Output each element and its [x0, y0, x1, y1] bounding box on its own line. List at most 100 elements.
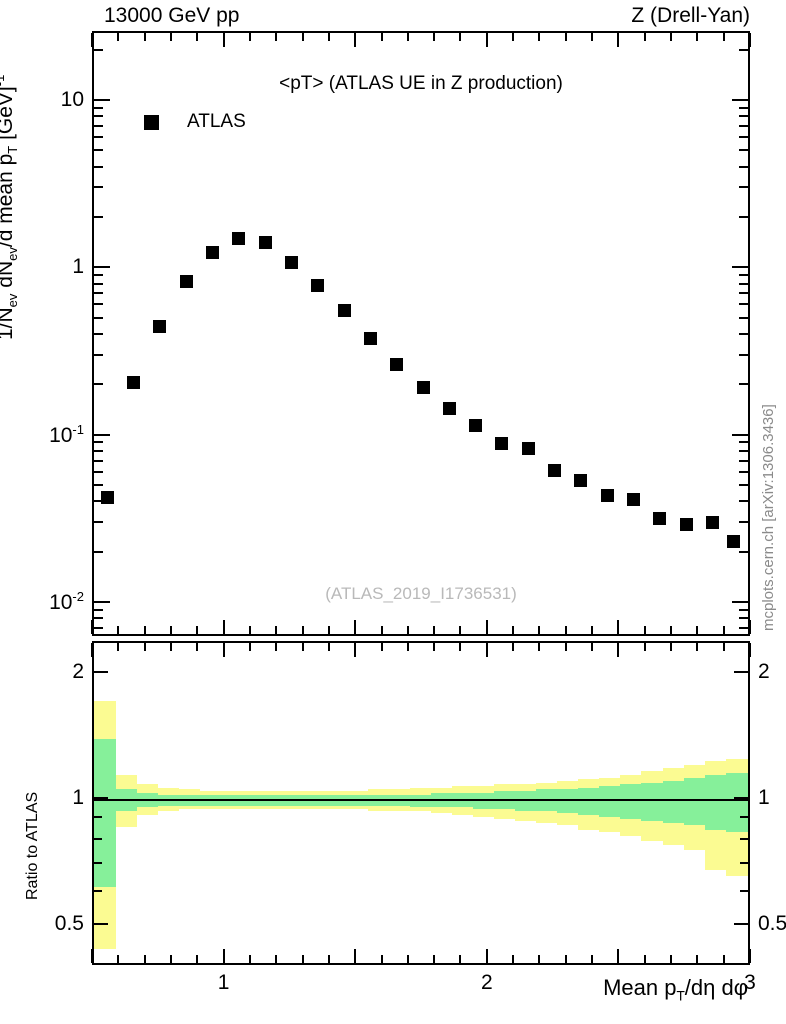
- main-ytick: [739, 332, 748, 335]
- ratio-inner-band-segment: [599, 785, 621, 818]
- ratio-ytick: [734, 797, 748, 799]
- main-ytick: [739, 292, 748, 295]
- ratio-xtick: [670, 643, 673, 651]
- main-ytick: [94, 48, 103, 51]
- y-title-sub2: ev: [5, 247, 21, 261]
- main-xtick: [406, 626, 409, 634]
- main-ytick: [94, 273, 103, 276]
- main-ytick: [739, 470, 748, 473]
- main-xtick: [196, 626, 199, 634]
- legend-label-atlas: ATLAS: [187, 111, 246, 132]
- ratio-plot-frame: [92, 641, 750, 965]
- main-ytick: [739, 106, 748, 109]
- main-xtick: [169, 33, 172, 41]
- x-tick-label: 1: [217, 971, 230, 994]
- ratio-xtick: [143, 643, 146, 651]
- main-xtick: [301, 33, 304, 41]
- main-ytick: [739, 165, 748, 168]
- data-point-marker: [390, 358, 404, 372]
- main-plot-frame: <pT> (ATLAS UE in Z production) (ATLAS_2…: [92, 31, 750, 636]
- data-point-marker: [153, 320, 167, 333]
- ratio-xtick: [512, 955, 515, 963]
- main-ytick: [94, 459, 103, 462]
- ratio-ytick: [740, 889, 748, 892]
- ratio-xtick: [643, 643, 646, 651]
- data-point-marker: [706, 516, 720, 530]
- main-xtick: [722, 626, 725, 634]
- ratio-inner-band-segment: [578, 787, 600, 816]
- legend-marker-square-icon: [144, 114, 159, 130]
- ratio-xtick: [169, 955, 172, 963]
- main-ytick: [94, 186, 103, 189]
- main-ytick: [94, 433, 110, 436]
- main-xtick: [433, 626, 436, 634]
- main-ytick: [94, 600, 110, 603]
- main-xtick: [670, 33, 673, 41]
- ratio-inner-band-segment: [641, 782, 664, 822]
- y-title-prefix: 1/N: [0, 307, 17, 340]
- ratio-xtick: [275, 955, 278, 963]
- main-ytick: [94, 617, 103, 620]
- data-point-marker: [600, 488, 614, 502]
- ratio-xtick: [222, 643, 225, 657]
- main-ytick: [739, 449, 748, 452]
- main-ytick: [94, 165, 103, 168]
- data-point-marker: [205, 246, 219, 259]
- ratio-xtick: [275, 643, 278, 651]
- ratio-xtick: [406, 643, 409, 651]
- data-point-marker: [179, 275, 193, 289]
- main-xtick: [143, 33, 146, 41]
- main-xtick: [354, 620, 357, 634]
- ratio-ytick: [94, 670, 108, 673]
- main-ytick: [94, 626, 103, 629]
- ratio-y-tick-label-left: 1: [72, 786, 84, 809]
- data-point-marker: [548, 464, 562, 478]
- ratio-xtick: [380, 955, 383, 963]
- ratio-y-tick-label-right: 2: [758, 659, 770, 683]
- main-ytick: [94, 124, 103, 127]
- data-point-marker: [232, 231, 246, 245]
- ratio-inner-band-segment: [662, 781, 685, 824]
- main-ytick: [94, 441, 103, 444]
- ratio-xtick: [617, 643, 620, 657]
- main-ytick: [94, 500, 103, 503]
- data-point-marker: [311, 279, 325, 292]
- main-ytick: [732, 266, 748, 269]
- ratio-reference-line: [94, 799, 748, 801]
- ratio-inner-band-segment: [557, 789, 579, 814]
- ratio-xtick: [117, 643, 120, 651]
- main-ytick: [739, 186, 748, 189]
- ratio-ytick: [94, 837, 102, 840]
- ratio-ytick: [740, 837, 748, 840]
- ratio-xtick: [433, 643, 436, 651]
- main-xtick: [512, 33, 515, 41]
- ratio-xtick: [749, 643, 751, 657]
- main-xtick: [275, 33, 278, 41]
- main-plot-area: [94, 33, 748, 634]
- ratio-xtick: [617, 949, 620, 963]
- main-xtick: [433, 33, 436, 41]
- ratio-y-tick-label-right: 1: [758, 786, 770, 809]
- main-xtick: [406, 33, 409, 41]
- ratio-inner-band-segment: [515, 791, 537, 812]
- data-point-marker: [284, 255, 298, 269]
- ratio-y-axis-title: Ratio to ATLAS: [24, 791, 41, 900]
- ratio-xtick: [749, 949, 751, 963]
- main-xtick: [643, 33, 646, 41]
- ratio-ytick: [740, 816, 748, 819]
- main-ytick: [739, 273, 748, 276]
- y-title-mid2: /d mean p: [0, 154, 17, 248]
- main-ytick: [94, 292, 103, 295]
- ratio-xtick: [591, 643, 594, 651]
- main-ytick: [94, 483, 103, 486]
- main-y-tick-label: 10: [60, 88, 84, 111]
- main-xtick: [591, 33, 594, 41]
- ratio-ytick: [734, 923, 748, 926]
- main-xtick: [617, 620, 620, 634]
- ratio-xtick: [538, 955, 541, 963]
- ratio-xtick: [643, 955, 646, 963]
- main-ytick: [739, 441, 748, 444]
- ratio-y-tick-label-left: 2: [72, 659, 84, 683]
- main-ytick: [94, 316, 103, 319]
